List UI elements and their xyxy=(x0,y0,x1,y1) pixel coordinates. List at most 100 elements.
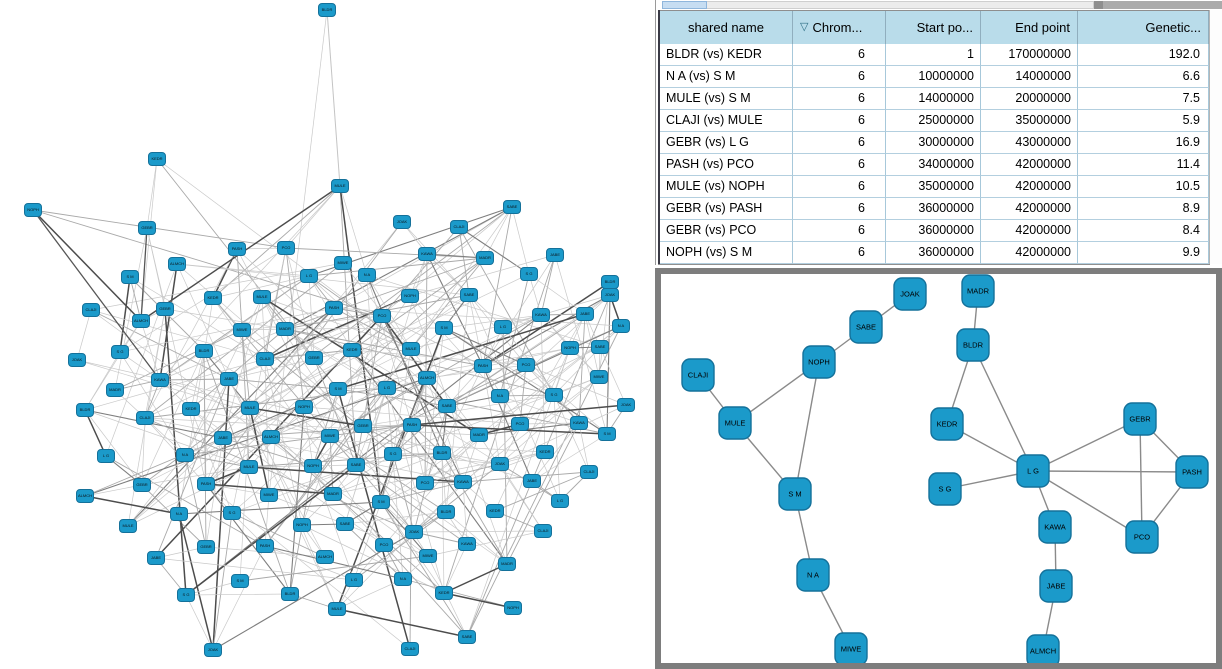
network-node[interactable] xyxy=(170,507,188,521)
main-network-panel[interactable]: BLDR KEDR MULE NOPH SABE JOAK CLAJI GEBR PASH PCO… xyxy=(0,0,655,669)
overview-network-canvas[interactable]: JOAK MADR SABE BLDR NOPH CLAJI MULE KEDR GEBR L G… xyxy=(661,274,1216,668)
network-node[interactable] xyxy=(435,586,453,600)
network-node[interactable] xyxy=(373,309,391,323)
network-node[interactable] xyxy=(450,220,468,234)
network-node[interactable] xyxy=(372,495,390,509)
network-node[interactable] xyxy=(418,247,436,261)
network-node[interactable] xyxy=(197,477,215,491)
network-node[interactable] xyxy=(76,489,94,503)
network-node[interactable] xyxy=(345,573,363,587)
network-node[interactable] xyxy=(331,179,349,193)
network-node[interactable] xyxy=(262,430,280,444)
network-node[interactable] xyxy=(551,494,569,508)
network-node-l-g[interactable] xyxy=(1016,454,1050,488)
network-node[interactable] xyxy=(228,242,246,256)
network-node[interactable] xyxy=(233,323,251,337)
network-node-kawa[interactable] xyxy=(1038,510,1072,544)
network-node[interactable] xyxy=(177,588,195,602)
network-node[interactable] xyxy=(260,488,278,502)
network-node[interactable] xyxy=(182,402,200,416)
network-node[interactable] xyxy=(132,314,150,328)
network-node[interactable] xyxy=(195,344,213,358)
network-node[interactable] xyxy=(503,200,521,214)
network-node-joak[interactable] xyxy=(893,277,927,311)
network-node[interactable] xyxy=(24,203,42,217)
network-node[interactable] xyxy=(324,487,342,501)
network-node[interactable] xyxy=(561,341,579,355)
network-node[interactable] xyxy=(253,290,271,304)
network-node[interactable] xyxy=(316,550,334,564)
network-node[interactable] xyxy=(458,537,476,551)
network-node[interactable] xyxy=(329,382,347,396)
network-node[interactable] xyxy=(256,539,274,553)
network-node[interactable] xyxy=(354,419,372,433)
network-node[interactable] xyxy=(277,241,295,255)
table-row[interactable]: NOPH (vs) S M 6 36000000 42000000 9.9 xyxy=(660,242,1209,264)
filter-funnel-icon[interactable]: ▽ xyxy=(800,21,809,33)
network-node[interactable] xyxy=(97,449,115,463)
network-node[interactable] xyxy=(119,519,137,533)
network-node[interactable] xyxy=(168,257,186,271)
column-header-genetic[interactable]: Genetic... xyxy=(1078,11,1209,44)
table-hscrollbar-thumb[interactable] xyxy=(662,1,707,9)
network-node[interactable] xyxy=(156,302,174,316)
network-node[interactable] xyxy=(231,574,249,588)
network-node-s-g[interactable] xyxy=(928,472,962,506)
table-vscrollbar-track[interactable] xyxy=(1209,10,1222,264)
network-node[interactable] xyxy=(494,320,512,334)
network-node-pco[interactable] xyxy=(1125,520,1159,554)
table-row[interactable]: MULE (vs) S M 6 14000000 20000000 7.5 xyxy=(660,88,1209,110)
network-node[interactable] xyxy=(375,538,393,552)
network-node[interactable] xyxy=(418,371,436,385)
table-row[interactable]: CLAJI (vs) MULE 6 25000000 35000000 5.9 xyxy=(660,110,1209,132)
network-node[interactable] xyxy=(325,301,343,315)
column-header-chromosome[interactable]: ▽ Chrom... xyxy=(793,11,886,44)
network-node[interactable] xyxy=(318,3,336,17)
network-node[interactable] xyxy=(197,540,215,554)
network-node[interactable] xyxy=(433,446,451,460)
network-node[interactable] xyxy=(82,303,100,317)
network-node-gebr[interactable] xyxy=(1123,402,1157,436)
network-node[interactable] xyxy=(476,251,494,265)
network-node[interactable] xyxy=(486,504,504,518)
network-node[interactable] xyxy=(598,427,616,441)
table-row[interactable]: GEBR (vs) PCO 6 36000000 42000000 8.4 xyxy=(660,220,1209,242)
network-node[interactable] xyxy=(111,345,129,359)
network-node[interactable] xyxy=(393,215,411,229)
network-node[interactable] xyxy=(293,518,311,532)
table-row[interactable]: PASH (vs) PCO 6 34000000 42000000 11.4 xyxy=(660,154,1209,176)
network-node[interactable] xyxy=(347,458,365,472)
network-node-n-a[interactable] xyxy=(796,558,830,592)
network-node[interactable] xyxy=(305,351,323,365)
network-node[interactable] xyxy=(454,475,472,489)
network-node[interactable] xyxy=(321,429,339,443)
network-node[interactable] xyxy=(534,524,552,538)
table-row[interactable]: GEBR (vs) PASH 6 36000000 42000000 8.9 xyxy=(660,198,1209,220)
network-node[interactable] xyxy=(281,587,299,601)
network-node[interactable] xyxy=(76,403,94,417)
network-node[interactable] xyxy=(590,370,608,384)
network-node-jabe[interactable] xyxy=(1039,569,1073,603)
network-node-claji[interactable] xyxy=(681,358,715,392)
network-node[interactable] xyxy=(138,221,156,235)
network-node[interactable] xyxy=(220,372,238,386)
table-hscrollbar-track[interactable] xyxy=(662,1,1094,9)
network-node[interactable] xyxy=(394,572,412,586)
network-node[interactable] xyxy=(295,400,313,414)
column-header-end-point[interactable]: End point xyxy=(981,11,1078,44)
column-header-shared-name[interactable]: shared name xyxy=(660,11,793,44)
network-node[interactable] xyxy=(416,476,434,490)
network-node[interactable] xyxy=(147,551,165,565)
network-node[interactable] xyxy=(591,340,609,354)
main-network-canvas[interactable]: BLDR KEDR MULE NOPH SABE JOAK CLAJI GEBR PASH PCO… xyxy=(0,0,655,669)
network-node[interactable] xyxy=(204,643,222,657)
network-node[interactable] xyxy=(256,352,274,366)
network-node[interactable] xyxy=(402,342,420,356)
network-node[interactable] xyxy=(403,418,421,432)
network-node[interactable] xyxy=(617,398,635,412)
network-node[interactable] xyxy=(148,152,166,166)
network-node[interactable] xyxy=(520,267,538,281)
network-node[interactable] xyxy=(151,373,169,387)
network-node[interactable] xyxy=(491,389,509,403)
network-node[interactable] xyxy=(504,601,522,615)
